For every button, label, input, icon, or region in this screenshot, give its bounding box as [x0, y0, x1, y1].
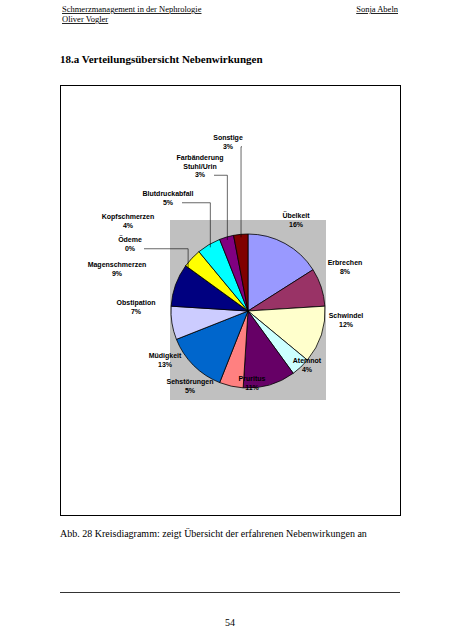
- slice-value: 11%: [245, 384, 259, 391]
- header-author: Sonja Abeln: [356, 4, 399, 14]
- slice-value: 13%: [158, 361, 173, 368]
- slice-label: Atemnot 4%: [293, 357, 322, 373]
- page: {"header": {"title": "Schmerzmanagement …: [0, 0, 452, 640]
- slice-value: 3%: [195, 171, 206, 178]
- slice-value: 4%: [123, 222, 134, 229]
- data-labels: Übelkeit 16% Erbrechen 8% Schwindel 12% Atemno…: [88, 134, 364, 394]
- slice-name: Atemnot: [293, 357, 322, 364]
- slice-name: Übelkeit: [282, 211, 310, 219]
- slice-name: Obstipation: [117, 299, 156, 307]
- slice-name: Ödeme: [118, 235, 142, 243]
- leader-line: [241, 147, 243, 238]
- footer-rule: [60, 592, 400, 593]
- leader-line: [214, 175, 227, 240]
- pie-slice: [248, 270, 325, 311]
- section-title: 18.a Verteilungsübersicht Nebenwirkungen: [60, 53, 263, 65]
- slice-value: 16%: [289, 221, 304, 228]
- slice-label: Müdigkeit13%: [149, 352, 182, 368]
- slice-name: Sonstige: [213, 134, 243, 142]
- slice-name: Müdigkeit: [149, 352, 182, 360]
- slice-name: Pruritus: [239, 375, 266, 382]
- slice-value: 12%: [339, 321, 354, 328]
- slice-label: Kopfschmerzen4%: [102, 213, 155, 229]
- caption: Abb. 28 Kreisdiagramm: zeigt Übersicht d…: [60, 528, 367, 539]
- chart-frame: [61, 86, 401, 516]
- slice-name-part: Stuhl/Urin: [183, 163, 216, 170]
- page-svg: Schmerzmanagement in der Nephrologie Sonj…: [0, 0, 452, 640]
- slice-label: Pruritus 11%: [239, 375, 266, 391]
- pie: [171, 234, 325, 388]
- slice-label: FarbänderungStuhl/Urin3%: [176, 154, 223, 178]
- slice-label: Obstipation7%: [117, 299, 156, 315]
- slice-name: Schwindel: [329, 312, 364, 319]
- slice-name: Sehstörungen: [166, 378, 213, 386]
- slice-name: Erbrechen: [328, 259, 363, 266]
- page-background: [0, 0, 452, 640]
- slice-value: 0%: [125, 245, 136, 252]
- slice-label: Übelkeit 16%: [282, 211, 310, 228]
- slice-label: Sonstige3%: [213, 134, 243, 150]
- plot-area: [170, 220, 326, 400]
- slice-name: Blutdruckabfall: [143, 190, 194, 197]
- slice-label: Magenschmerzen9%: [88, 261, 147, 277]
- slice-value: 5%: [185, 387, 196, 394]
- pie-slice: [171, 306, 248, 339]
- leader-line: [144, 249, 188, 268]
- slice-value: 8%: [340, 268, 351, 275]
- slice-name: FarbänderungStuhl/Urin: [176, 154, 223, 170]
- slice-name: Kopfschmerzen: [102, 213, 155, 221]
- slice-value: 3%: [223, 143, 234, 150]
- slice-label: Erbrechen 8%: [328, 259, 363, 275]
- slice-label: Schwindel 12%: [329, 312, 364, 328]
- slice-value: 4%: [302, 366, 313, 373]
- slice-name: Magenschmerzen: [88, 261, 147, 269]
- slice-label: Blutdruckabfall 5%: [143, 190, 194, 206]
- slice-label: Ödeme 0%: [118, 235, 142, 252]
- header-title: Schmerzmanagement in der Nephrologie: [62, 4, 202, 14]
- slice-value: 5%: [163, 199, 174, 206]
- slice-name-part: Farbänderung: [176, 154, 223, 162]
- slice-label: Sehstörungen5%: [166, 378, 213, 394]
- pie-slice: [234, 234, 248, 311]
- leader-line: [182, 203, 210, 248]
- slice-value: 7%: [131, 308, 142, 315]
- header-author: Oliver Vogler: [62, 14, 108, 24]
- slice-value: 9%: [112, 270, 123, 277]
- page-number: 54: [225, 617, 235, 628]
